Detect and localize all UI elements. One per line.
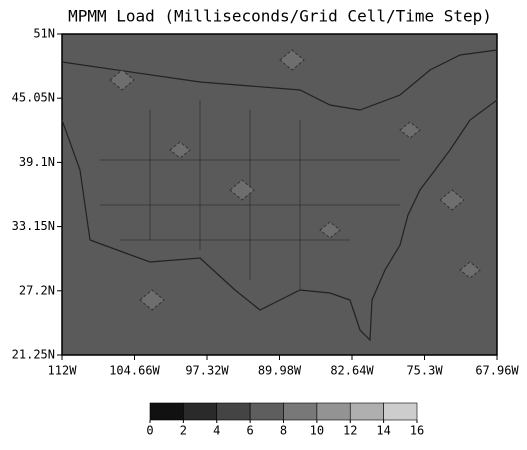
state-lines	[100, 100, 400, 290]
colorbar-swatch	[249, 402, 284, 421]
x-tick-label: 112W	[48, 364, 78, 378]
north-border	[61, 49, 498, 111]
contour-shapes	[109, 49, 481, 311]
colorbar-tick-label: 4	[213, 424, 220, 438]
colorbar-tick-label: 6	[247, 424, 254, 438]
colorbar-tick-label: 12	[343, 424, 357, 438]
colorbar-swatch	[183, 402, 218, 421]
map-title: MPMM Load (Milliseconds/Grid Cell/Time S…	[68, 7, 492, 26]
x-tick-label: 82.64W	[330, 364, 374, 378]
colorbar-swatch	[316, 402, 351, 421]
map-background	[61, 33, 498, 356]
map-area	[61, 33, 498, 356]
x-tick-label: 97.32W	[185, 364, 229, 378]
axes: 112W 104.66W 97.32W 89.98W 82.64W 75.3W 67.96W…	[12, 27, 520, 378]
colorbar-tick-label: 2	[180, 424, 187, 438]
colorbar-tick-label: 16	[410, 424, 424, 438]
y-tick-label: 21.25N	[12, 348, 55, 362]
colorbar-swatch	[149, 402, 184, 421]
colorbar-swatch	[349, 402, 384, 421]
x-tick-label: 89.98W	[258, 364, 302, 378]
colorbar-tick-label: 0	[146, 424, 153, 438]
y-tick-label: 51N	[33, 27, 55, 41]
x-tick-label: 67.96W	[475, 364, 519, 378]
x-tick-label: 104.66W	[109, 364, 160, 378]
colorbar-tick-label: 14	[376, 424, 390, 438]
borders	[61, 49, 498, 342]
colorbar-tick-label: 8	[280, 424, 287, 438]
colorbar-swatch	[383, 402, 418, 421]
x-tick-label: 75.3W	[406, 364, 443, 378]
coastline	[89, 99, 498, 342]
colorbar-swatch	[283, 402, 318, 421]
colorbar-tick-label: 10	[310, 424, 324, 438]
y-tick-label: 45.05N	[12, 91, 55, 105]
colorbar: 0 2 4 6 8 10 12 14 16	[146, 402, 424, 438]
contours	[109, 49, 481, 311]
y-tick-label: 27.2N	[19, 283, 55, 297]
y-tick-label: 39.1N	[19, 155, 55, 169]
y-tick-label: 33.15N	[12, 219, 55, 233]
west-coast	[61, 119, 91, 241]
colorbar-swatch	[216, 402, 251, 421]
